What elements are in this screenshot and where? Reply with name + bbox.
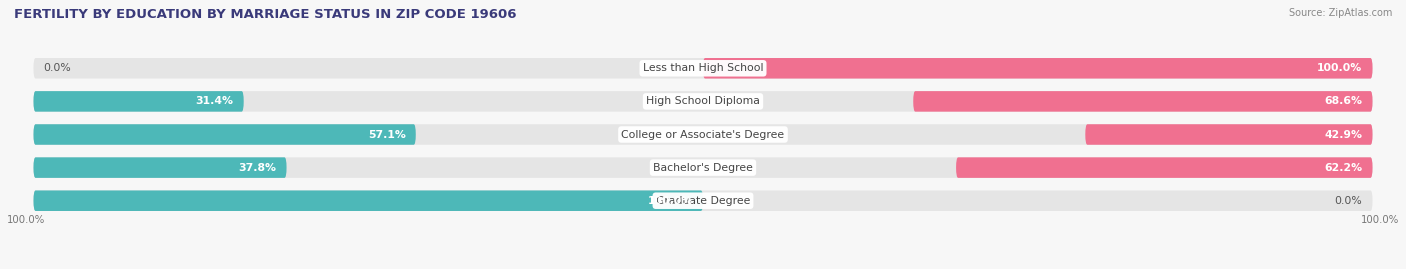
FancyBboxPatch shape [703, 58, 1372, 79]
Text: High School Diploma: High School Diploma [647, 96, 759, 107]
Text: 68.6%: 68.6% [1324, 96, 1362, 107]
FancyBboxPatch shape [34, 124, 1372, 145]
Text: 100.0%: 100.0% [1361, 215, 1399, 225]
Text: 37.8%: 37.8% [239, 162, 277, 173]
Text: 62.2%: 62.2% [1324, 162, 1362, 173]
FancyBboxPatch shape [914, 91, 1372, 112]
Text: 100.0%: 100.0% [7, 215, 45, 225]
FancyBboxPatch shape [34, 91, 1372, 112]
Text: 57.1%: 57.1% [368, 129, 406, 140]
Text: Less than High School: Less than High School [643, 63, 763, 73]
Text: Graduate Degree: Graduate Degree [655, 196, 751, 206]
Text: 100.0%: 100.0% [1317, 63, 1362, 73]
Text: 0.0%: 0.0% [1334, 196, 1362, 206]
FancyBboxPatch shape [1085, 124, 1372, 145]
Text: Bachelor's Degree: Bachelor's Degree [652, 162, 754, 173]
Text: College or Associate's Degree: College or Associate's Degree [621, 129, 785, 140]
FancyBboxPatch shape [34, 190, 1372, 211]
FancyBboxPatch shape [34, 157, 1372, 178]
Text: 100.0%: 100.0% [648, 196, 693, 206]
FancyBboxPatch shape [956, 157, 1372, 178]
FancyBboxPatch shape [34, 157, 287, 178]
Text: FERTILITY BY EDUCATION BY MARRIAGE STATUS IN ZIP CODE 19606: FERTILITY BY EDUCATION BY MARRIAGE STATU… [14, 8, 516, 21]
Text: 0.0%: 0.0% [44, 63, 72, 73]
FancyBboxPatch shape [34, 124, 416, 145]
Text: Source: ZipAtlas.com: Source: ZipAtlas.com [1288, 8, 1392, 18]
FancyBboxPatch shape [34, 91, 243, 112]
FancyBboxPatch shape [34, 190, 703, 211]
Text: 31.4%: 31.4% [195, 96, 233, 107]
Text: 42.9%: 42.9% [1324, 129, 1362, 140]
FancyBboxPatch shape [34, 58, 1372, 79]
